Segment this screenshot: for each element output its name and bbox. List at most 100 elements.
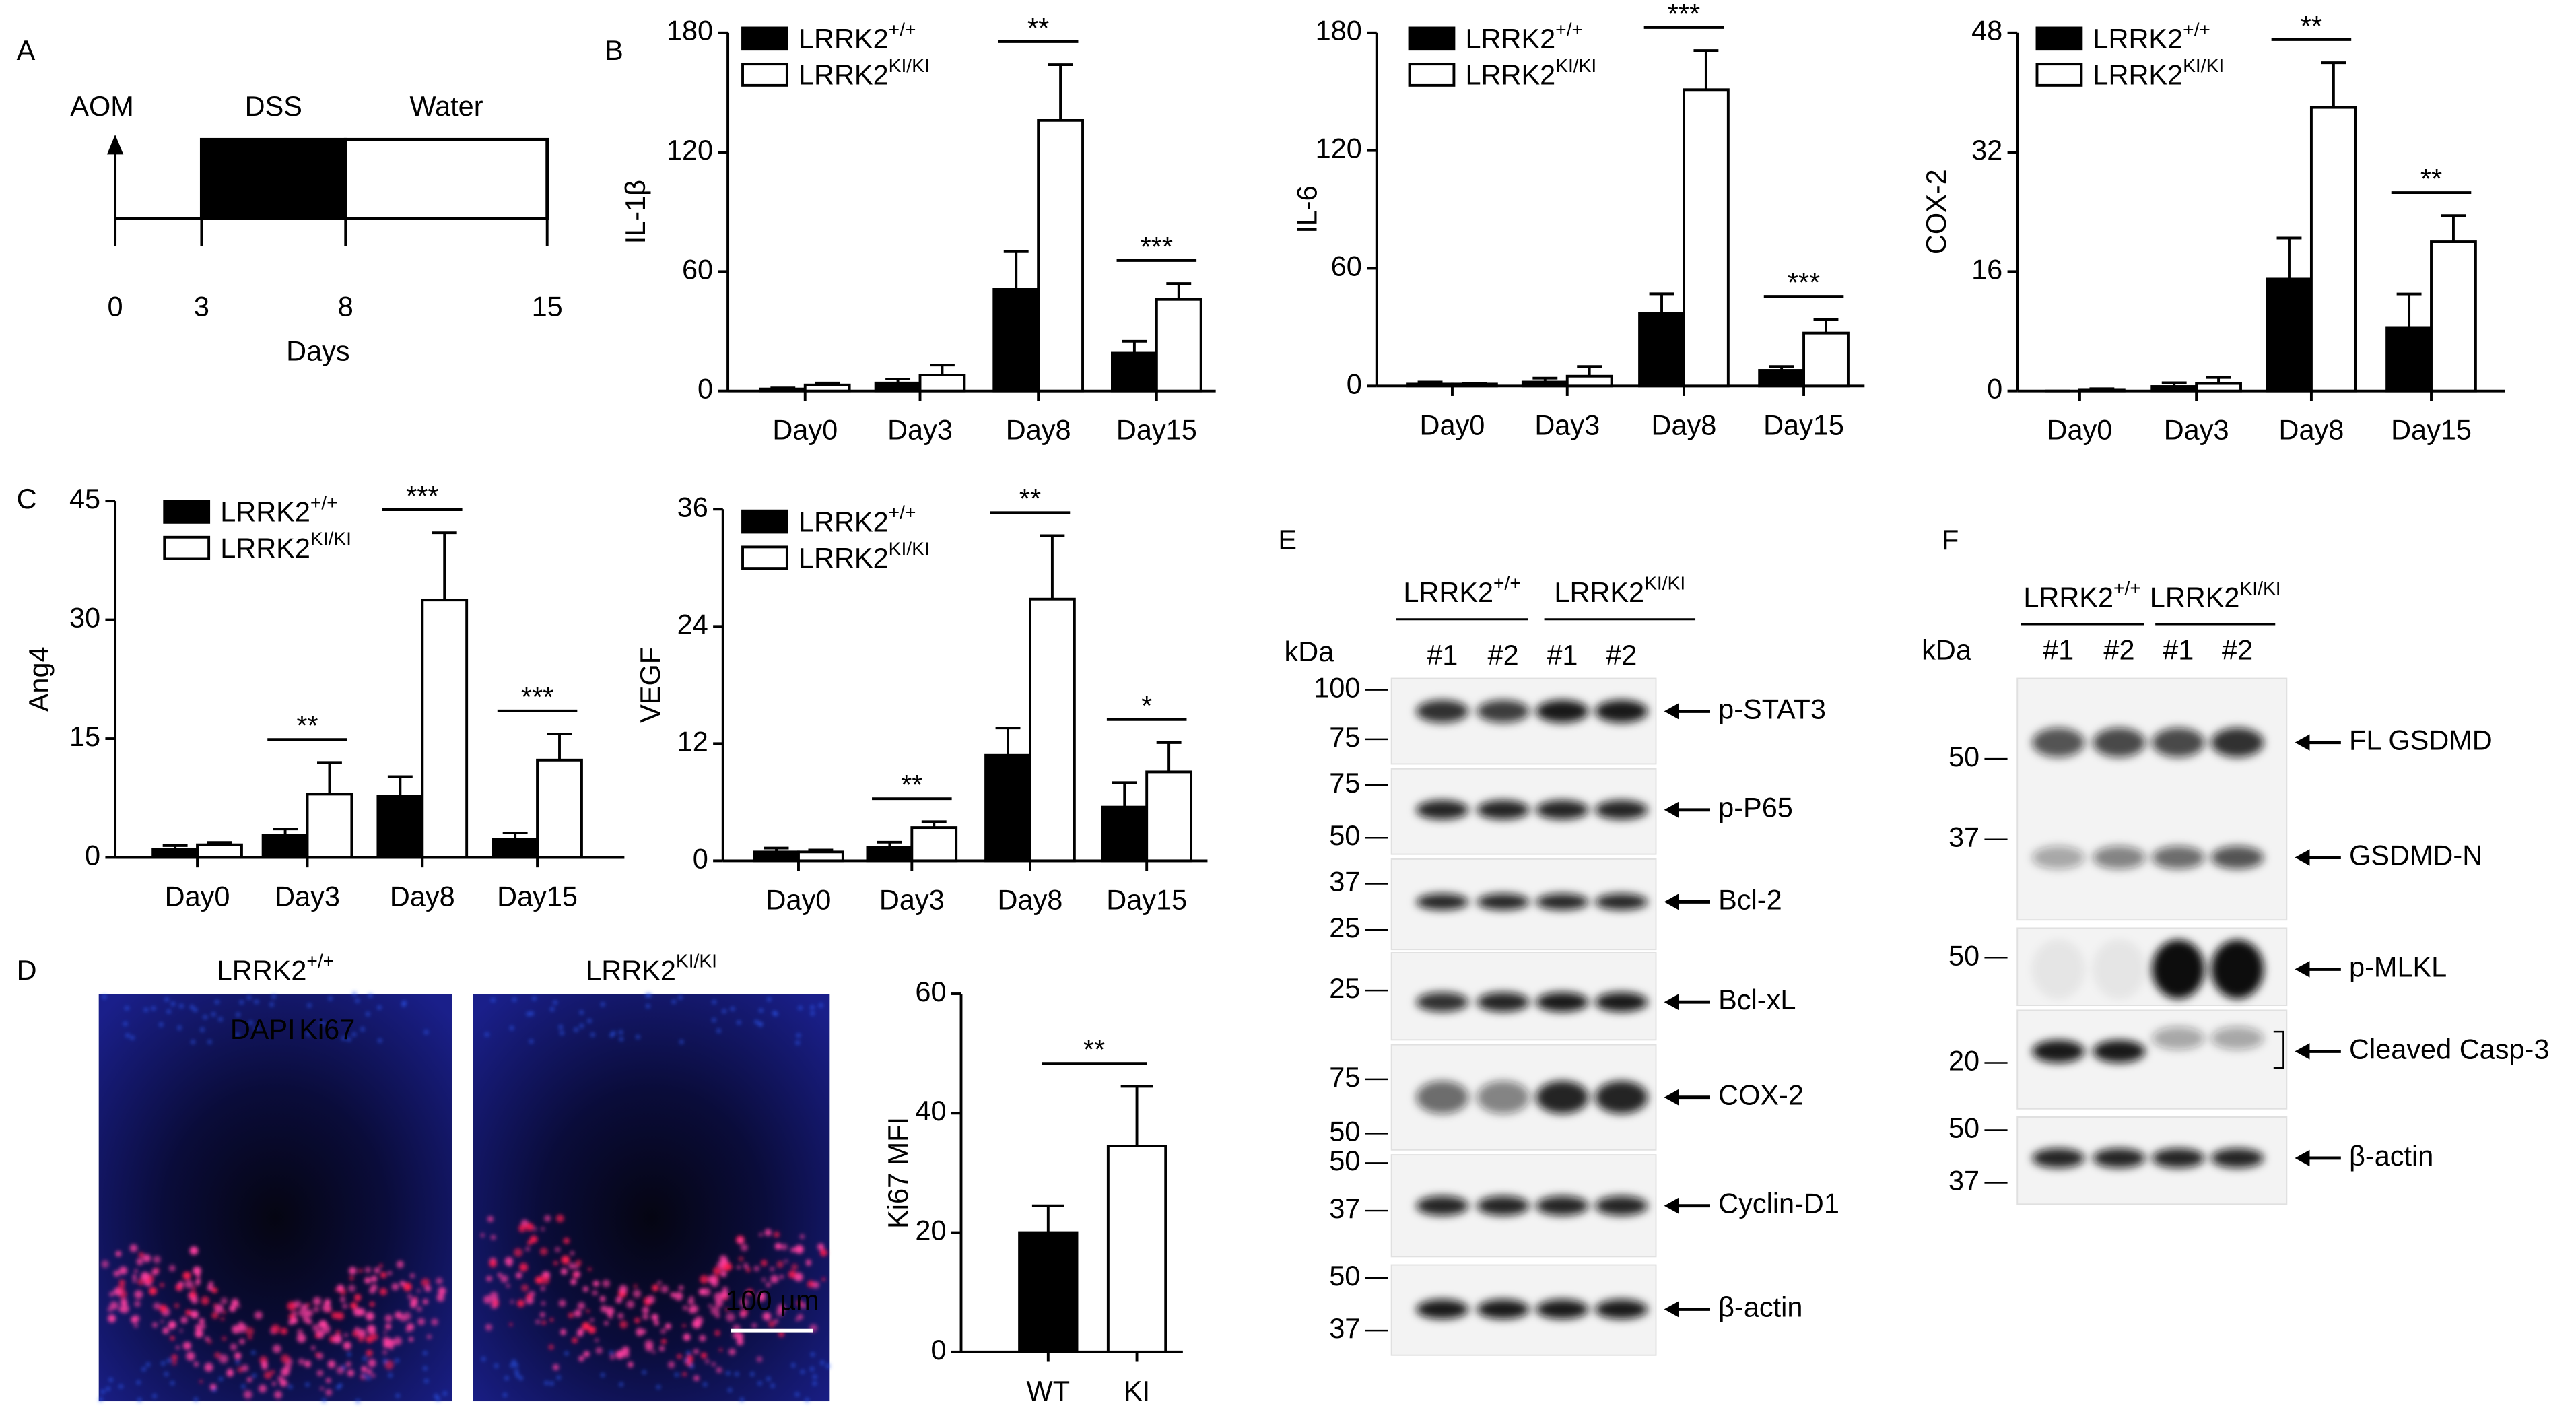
dot (214, 1352, 221, 1359)
dot (379, 1287, 387, 1295)
legend-swatch (2035, 26, 2083, 51)
dot (489, 1259, 497, 1268)
dot (201, 1296, 209, 1305)
dot (354, 1294, 362, 1302)
error-bar (273, 828, 298, 836)
dot (384, 1360, 394, 1370)
dot (583, 1351, 590, 1357)
dot (780, 1275, 784, 1279)
arrow-head (2295, 961, 2310, 978)
nucleus (141, 1367, 146, 1372)
nucleus (170, 1381, 174, 1386)
band (2032, 727, 2085, 757)
dot (191, 1287, 196, 1291)
x-tick-label: KI (1124, 1375, 1150, 1407)
bar (910, 826, 958, 863)
nucleus (689, 1364, 694, 1369)
dot (784, 1259, 788, 1263)
error-bar (1003, 250, 1029, 290)
marker-label: 37 (1329, 1312, 1360, 1344)
band (2152, 1148, 2205, 1168)
nucleus (130, 1036, 135, 1040)
y-axis-label: Ang4 (23, 646, 55, 712)
dot (174, 1303, 180, 1308)
dot (184, 1280, 194, 1289)
dot (762, 1312, 772, 1321)
nucleus (191, 1040, 195, 1044)
error-bar (1122, 339, 1147, 353)
dot (708, 1304, 712, 1308)
dot (739, 1297, 749, 1307)
bracket (2273, 1030, 2284, 1069)
dot (790, 1247, 796, 1253)
nucleus (574, 1027, 578, 1032)
dot (248, 1335, 252, 1340)
scale-bar-label: 100 µm (725, 1285, 819, 1316)
y-axis-label: IL-6 (1291, 185, 1323, 233)
image-label: LRRK2+/+ (217, 950, 334, 986)
dot (133, 1323, 138, 1328)
dot (788, 1270, 796, 1279)
arrow-head (2295, 734, 2310, 751)
nucleus (550, 1007, 555, 1011)
bar (1802, 331, 1850, 388)
dot (396, 1260, 404, 1269)
band (1477, 992, 1530, 1012)
tick-label: 0 (108, 291, 123, 323)
dot (724, 1308, 729, 1312)
group-label: LRRK2+/+ (1403, 572, 1520, 608)
dot (291, 1317, 298, 1324)
nucleus (320, 1021, 325, 1026)
dot (357, 1328, 366, 1338)
dot (264, 1371, 272, 1380)
label-text: LRRK2 (220, 496, 310, 528)
dot (153, 1256, 161, 1264)
dot (661, 1339, 667, 1344)
nucleus (770, 1384, 775, 1388)
nucleus (269, 1002, 274, 1007)
error-bar (1813, 318, 1839, 333)
dot (113, 1270, 121, 1277)
y-tick-label: 120 (667, 134, 713, 166)
nucleus (424, 1030, 428, 1034)
band (1416, 1196, 1469, 1216)
nucleus (355, 999, 360, 1003)
nucleus (151, 1006, 156, 1011)
x-tick-label: Day3 (887, 414, 953, 446)
dot (199, 1323, 206, 1330)
dot (403, 1312, 411, 1320)
x-tick-label: Day15 (497, 880, 578, 912)
nucleus (271, 994, 276, 999)
bar (2385, 326, 2433, 393)
band (1477, 894, 1530, 910)
bar (2430, 240, 2477, 393)
nucleus (125, 1006, 129, 1011)
error-bar (1417, 380, 1443, 384)
bar (2150, 385, 2198, 393)
dot (486, 1275, 492, 1282)
dot (199, 1380, 203, 1384)
dot (541, 1227, 545, 1231)
dot (271, 1324, 281, 1334)
dot (409, 1337, 413, 1342)
dot (489, 1291, 498, 1300)
ki67-signal (98, 992, 447, 1403)
error-bar (921, 820, 947, 828)
bar (1758, 369, 1806, 388)
nucleus (166, 1009, 171, 1014)
dot (349, 1275, 354, 1281)
dot (506, 1284, 510, 1288)
band-label: p-MLKL (2349, 951, 2447, 982)
legend-label: LRRK2KI/KI (220, 528, 351, 564)
dot (735, 1332, 744, 1341)
dot (417, 1318, 426, 1326)
label-text: LRRK2 (799, 506, 889, 537)
dot (626, 1300, 635, 1308)
band (1536, 1196, 1589, 1216)
band-label: p-STAT3 (1718, 693, 1826, 724)
dot (182, 1341, 192, 1350)
dot (636, 1328, 644, 1337)
dot (764, 1229, 772, 1236)
legend-label: LRRK2+/+ (799, 19, 916, 55)
